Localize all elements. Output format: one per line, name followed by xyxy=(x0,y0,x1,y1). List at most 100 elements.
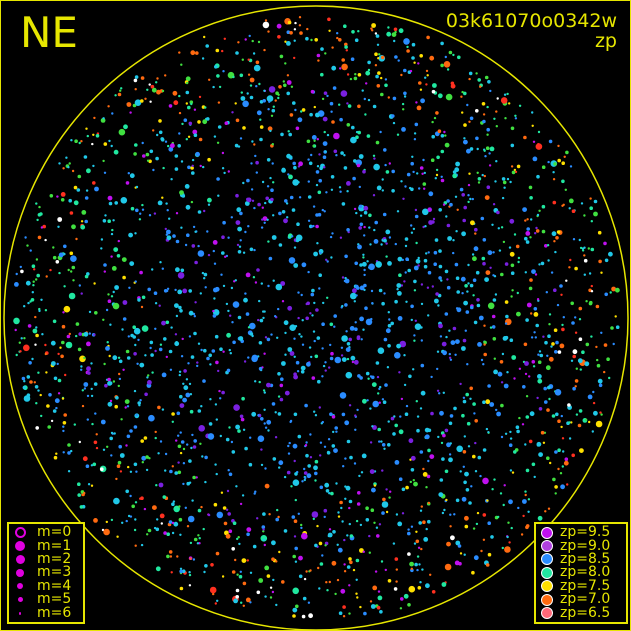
star-point xyxy=(585,342,590,347)
star-point xyxy=(92,462,97,467)
star-point xyxy=(446,285,451,290)
star-point xyxy=(380,76,383,80)
star-point xyxy=(207,253,211,257)
star-point xyxy=(343,570,347,573)
star-point xyxy=(93,440,98,445)
star-point xyxy=(235,51,239,55)
star-point xyxy=(544,510,547,513)
star-point xyxy=(410,187,414,192)
star-point xyxy=(148,457,151,460)
star-point xyxy=(571,453,575,458)
star-point xyxy=(495,160,498,163)
star-point xyxy=(245,597,251,603)
star-point xyxy=(115,396,119,400)
star-point xyxy=(436,155,440,160)
star-point xyxy=(381,189,384,192)
star-point xyxy=(85,189,89,192)
star-point xyxy=(239,239,242,242)
magnitude-legend-label: m=5 xyxy=(37,591,72,608)
star-point xyxy=(284,40,287,43)
star-point xyxy=(84,274,89,279)
star-point xyxy=(185,138,188,141)
star-point xyxy=(176,555,179,558)
star-point xyxy=(110,255,113,258)
star-point xyxy=(215,472,218,476)
star-point xyxy=(40,414,43,418)
star-point xyxy=(264,595,267,598)
star-point xyxy=(314,543,318,548)
star-point xyxy=(318,587,321,590)
star-point xyxy=(318,273,323,278)
star-point xyxy=(522,207,527,213)
star-point xyxy=(384,83,388,88)
star-point xyxy=(545,291,548,294)
star-point xyxy=(305,316,310,321)
star-point xyxy=(357,73,362,77)
star-point xyxy=(113,247,119,253)
star-point xyxy=(158,347,163,352)
star-point xyxy=(422,520,426,524)
star-point xyxy=(277,307,280,311)
star-point xyxy=(346,342,351,346)
star-point xyxy=(269,200,272,203)
star-point xyxy=(34,385,39,389)
star-point xyxy=(100,419,106,425)
star-point xyxy=(77,174,82,179)
star-point xyxy=(317,212,322,217)
title-block: 03k61070o0342w zp xyxy=(446,11,617,51)
star-point xyxy=(346,73,350,76)
star-point xyxy=(482,477,489,485)
star-point xyxy=(339,117,343,122)
star-point xyxy=(406,172,411,177)
star-point xyxy=(181,194,186,198)
star-point xyxy=(370,27,373,30)
star-point xyxy=(435,168,439,172)
star-point xyxy=(267,30,270,33)
star-point xyxy=(232,301,240,308)
star-point xyxy=(492,251,495,254)
star-point xyxy=(554,492,557,495)
star-point xyxy=(343,154,346,157)
star-point xyxy=(525,231,531,236)
star-point xyxy=(222,70,225,73)
star-point xyxy=(197,250,205,257)
star-point xyxy=(459,382,462,386)
star-point xyxy=(319,441,323,444)
star-point xyxy=(227,512,231,516)
star-point xyxy=(61,397,65,400)
star-point xyxy=(319,166,323,171)
star-point xyxy=(524,443,527,446)
star-point xyxy=(107,381,112,386)
star-point xyxy=(245,272,251,278)
star-point xyxy=(210,563,214,567)
star-point xyxy=(61,340,65,345)
star-point xyxy=(382,497,386,502)
star-point xyxy=(312,205,316,208)
star-point xyxy=(186,481,190,486)
star-point xyxy=(474,227,478,232)
star-point xyxy=(513,233,517,236)
star-point xyxy=(175,341,178,344)
star-point xyxy=(518,416,521,420)
star-point xyxy=(41,333,44,336)
star-point xyxy=(456,445,464,453)
star-point xyxy=(448,356,452,359)
star-point xyxy=(251,354,259,362)
star-point xyxy=(491,223,494,226)
star-point xyxy=(498,249,502,252)
star-point xyxy=(584,418,588,421)
star-point xyxy=(135,208,139,213)
star-point xyxy=(135,470,138,473)
star-point xyxy=(49,268,52,272)
star-point xyxy=(376,43,380,46)
star-point xyxy=(610,326,614,330)
star-point xyxy=(236,537,239,541)
star-point xyxy=(588,272,592,275)
star-point xyxy=(264,201,267,205)
star-point xyxy=(363,205,369,211)
star-point xyxy=(289,324,297,332)
star-point xyxy=(331,560,337,566)
star-point xyxy=(197,120,201,124)
star-point xyxy=(281,210,286,214)
star-point xyxy=(227,170,230,173)
